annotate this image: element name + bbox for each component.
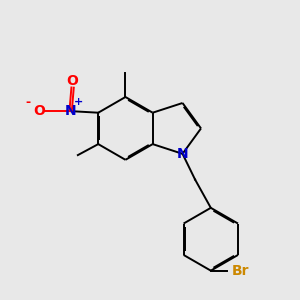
Text: -: -: [26, 96, 31, 109]
Text: +: +: [74, 97, 83, 107]
Text: N: N: [177, 147, 188, 161]
Text: N: N: [65, 104, 76, 118]
Text: O: O: [67, 74, 79, 88]
Text: O: O: [33, 104, 45, 118]
Text: Br: Br: [231, 264, 249, 278]
